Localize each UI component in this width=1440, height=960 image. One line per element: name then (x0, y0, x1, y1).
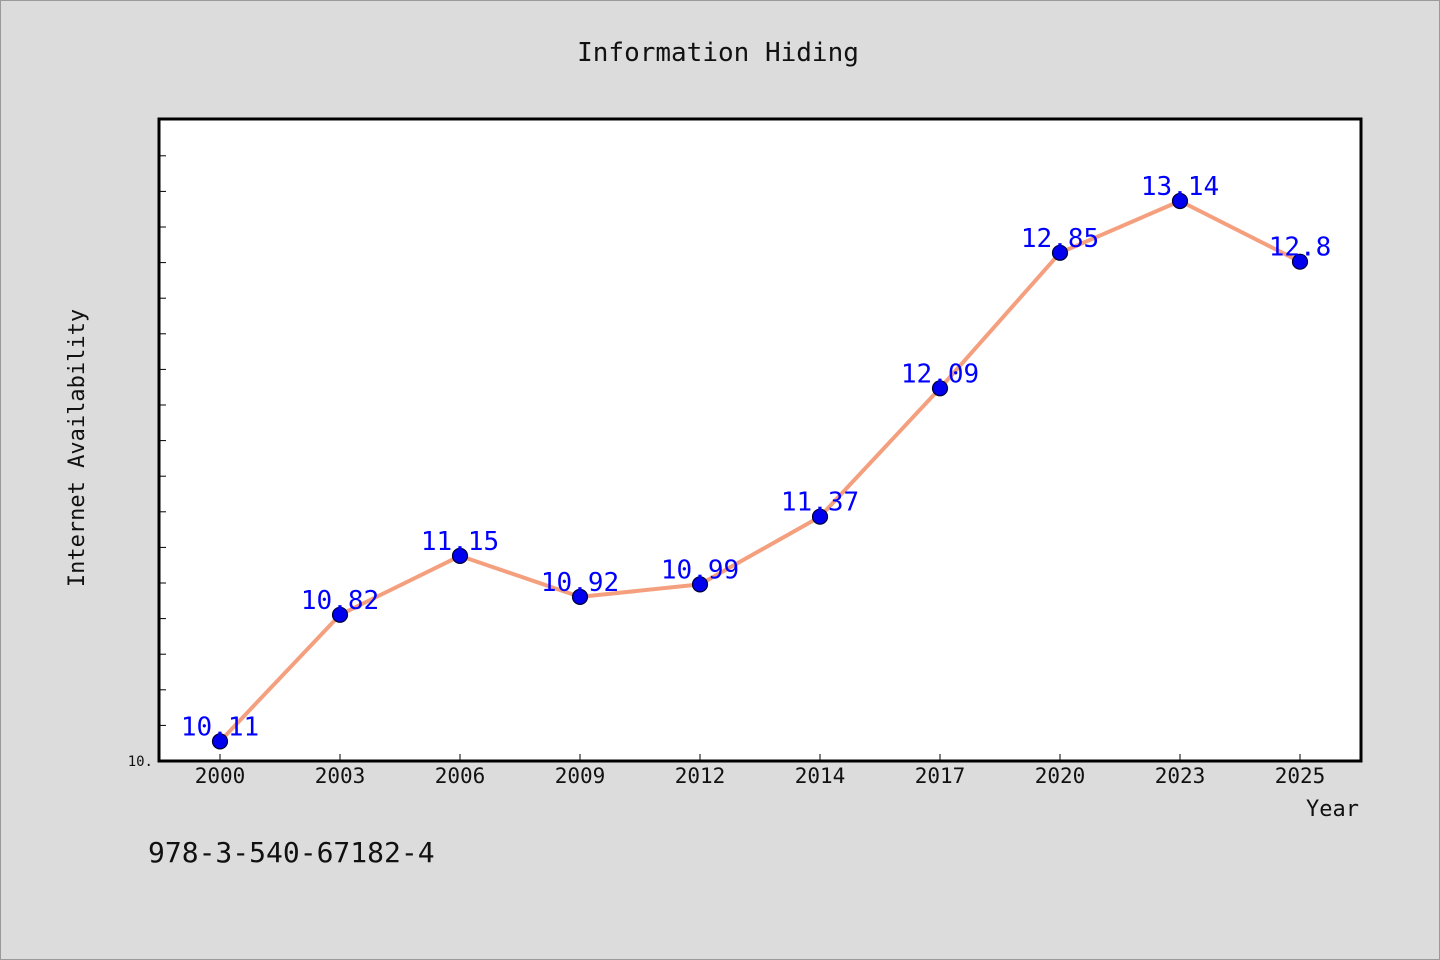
x-tick-label-2020: 2020 (1035, 764, 1086, 788)
isbn-footer: 978-3-540-67182-4 (148, 836, 435, 869)
x-tick-label-2009: 2009 (555, 764, 606, 788)
data-point-2006 (451, 547, 469, 565)
data-label-2006: 11.15 (421, 527, 499, 557)
x-tick-label-2025: 2025 (1275, 764, 1326, 788)
data-label-2000: 10.11 (181, 712, 259, 742)
data-point-2017 (931, 380, 949, 397)
x-tick-label-2000: 2000 (195, 764, 246, 788)
x-axis-ticks: 2000 2003 2006 2009 2012 2014 2017 2020 2023 2025 (195, 754, 1326, 788)
y-axis-ticks (159, 155, 166, 762)
data-label-2009: 10.92 (541, 568, 619, 598)
data-point-2000 (211, 733, 229, 750)
x-axis-label: Year (1306, 797, 1359, 822)
data-label-2017: 12.09 (901, 359, 979, 389)
plot-area (157, 117, 1363, 763)
data-point-2012 (691, 576, 709, 593)
data-label-2012: 10.99 (661, 555, 739, 585)
chart-title: Information Hiding (577, 38, 859, 68)
data-point-2020 (1051, 244, 1069, 261)
data-label-2020: 12.85 (1021, 224, 1099, 254)
x-tick-label-2023: 2023 (1155, 764, 1206, 788)
x-tick-label-2014: 2014 (795, 764, 846, 788)
x-tick-label-2006: 2006 (435, 764, 486, 788)
data-label-2014: 11.37 (781, 488, 859, 518)
x-tick-label-2003: 2003 (315, 764, 366, 788)
y-tick-label: 10. (128, 754, 153, 770)
data-point-2014 (811, 508, 829, 525)
data-point-2009 (571, 588, 589, 606)
data-labels-layer: 10.11 10.82 11.15 10.92 10.99 11.37 12.09 12.85… (181, 172, 1331, 742)
data-label-2025: 12.8 (1269, 233, 1332, 263)
x-tick-label-2017: 2017 (915, 764, 966, 788)
data-point-2003 (331, 606, 349, 623)
data-label-2003: 10.82 (301, 586, 379, 616)
series-line (218, 199, 1302, 744)
x-tick-label-2012: 2012 (675, 764, 726, 788)
y-axis-label: Internet Availability (65, 309, 90, 587)
data-point-2023 (1171, 192, 1189, 210)
markers-layer (211, 192, 1309, 750)
data-point-2025 (1291, 253, 1309, 270)
data-label-2023: 13.14 (1141, 172, 1219, 202)
series-layer (218, 199, 1302, 744)
